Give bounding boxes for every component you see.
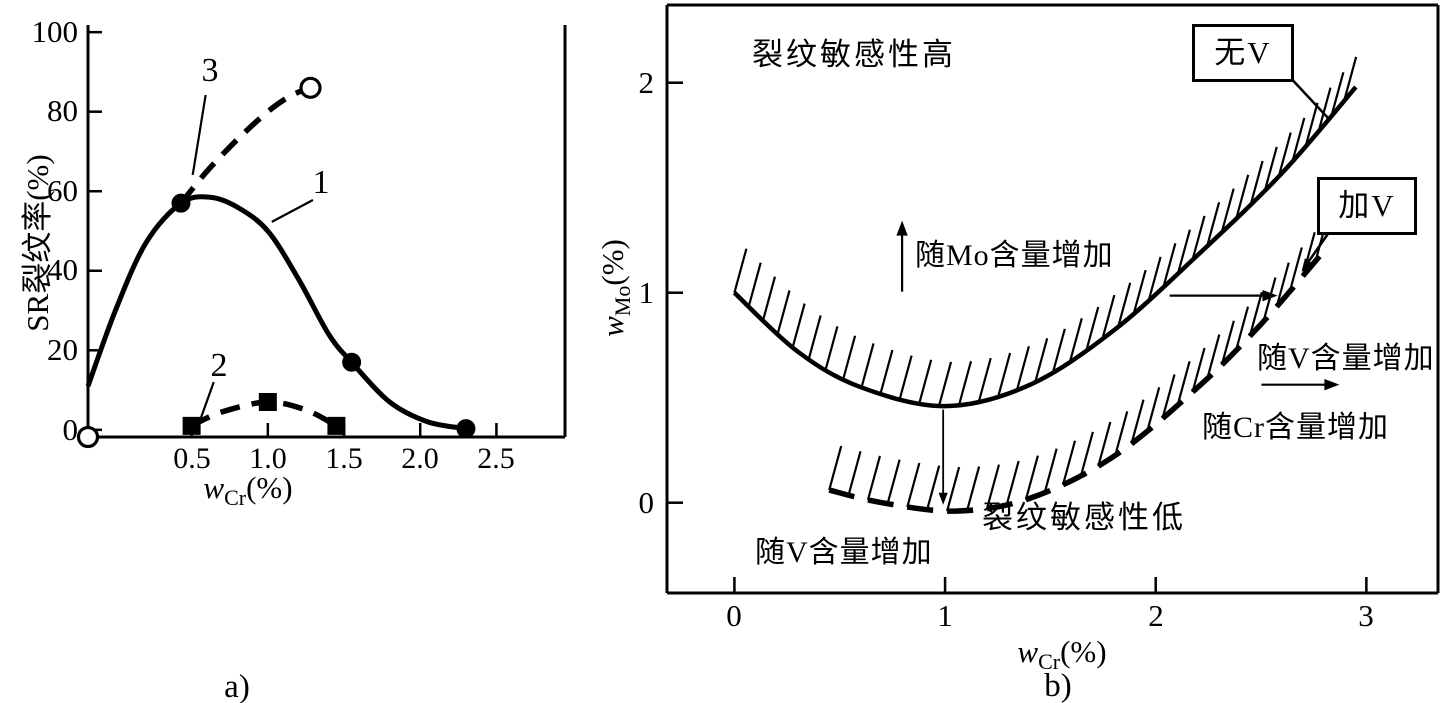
chart-a-y-tick-60: 60 — [47, 173, 78, 208]
annotation-v-increase-right: 随V含量增加 — [1257, 342, 1435, 375]
chart-a-x-title-unit: (%) — [246, 470, 293, 505]
chart-b-x-title-sub: Cr — [1038, 649, 1061, 674]
chart-a-y-tick-20: 20 — [47, 332, 78, 367]
chart-a-x-tick-25: 2.5 — [477, 442, 515, 475]
chart-b-y-tick-0: 0 — [638, 485, 655, 520]
chart-a-x-title-sub: Cr — [224, 485, 247, 510]
chart-b-arrow-v-increase-right — [1261, 378, 1340, 391]
annotation-cr-increase: 随Cr含量增加 — [1202, 411, 1389, 444]
region-label-low-sensitivity: 裂纹敏感性低 — [982, 500, 1186, 535]
chart-b-x-axis-title: wCr(%) — [982, 634, 1142, 675]
annotation-v-increase-bottom: 随V含量增加 — [755, 536, 933, 569]
chart-a-y-tick-40: 40 — [47, 252, 78, 287]
annotation-mo-increase: 随Mo含量增加 — [915, 239, 1114, 272]
chart-a-y-axis-title: SR裂纹率(%) — [20, 154, 55, 332]
chart-b-caption: b) — [1044, 668, 1072, 703]
chart-b-x-title-unit: (%) — [1060, 634, 1107, 669]
chart-a-curve-2-label: 2 — [210, 347, 228, 384]
chart-a-x-title-var: w — [203, 470, 225, 505]
chart-a-x-tick-20: 2.0 — [401, 442, 439, 475]
chart-b-arrow-no-v-to-with-v-down — [938, 409, 948, 505]
chart-a-x-tick-15: 1.5 — [325, 442, 363, 475]
chart-a-caption: a) — [224, 669, 250, 703]
chart-a-leader-line — [271, 199, 314, 223]
legend-box-with-v: 加V — [1317, 177, 1417, 235]
chart-b-x-tick-0: 0 — [726, 598, 742, 633]
chart-b-curve-no-v — [732, 56, 1358, 409]
chart-a-y-tick-0: 0 — [62, 412, 79, 447]
chart-a-leader-line — [199, 381, 215, 420]
chart-a-curve-1 — [85, 194, 467, 432]
region-label-high-sensitivity: 裂纹敏感性高 — [752, 37, 956, 72]
chart-a-x-tick-05: 0.5 — [173, 442, 211, 475]
chart-b-y-tick-2: 2 — [638, 65, 655, 100]
chart-a-x-axis-title: wCr(%) — [168, 470, 328, 511]
chart-b-y-tick-1: 1 — [638, 275, 655, 310]
chart-a-x-tick-10: 1.0 — [249, 442, 287, 475]
chart-b-axes — [665, 3, 1440, 595]
chart-b-arrow-mo-increase-up — [896, 220, 908, 292]
chart-b-x-tick-2: 2 — [1148, 598, 1164, 633]
chart-a-y-tick-80: 80 — [47, 93, 78, 128]
chart-a-leader-line — [191, 94, 207, 176]
chart-b-x-title-var: w — [1017, 634, 1039, 669]
chart-a-curve-3 — [178, 85, 312, 205]
chart-b-arrow-v-shift-right — [1169, 289, 1278, 302]
chart-b-curve-with-v — [828, 216, 1329, 514]
legend-box-no-v: 无V — [1192, 24, 1294, 82]
chart-a-y-tick-100: 100 — [31, 14, 79, 49]
chart-a — [76, 25, 567, 449]
chart-b-x-tick-3: 3 — [1358, 598, 1374, 633]
chart-b-x-tick-1: 1 — [937, 598, 953, 633]
chart-b-y-title-var: w — [595, 316, 630, 337]
chart-a-curve-1-label: 1 — [312, 164, 330, 201]
chart-b — [665, 3, 1440, 595]
chart-a-curve-3-label: 3 — [201, 52, 219, 89]
chart-a-axes — [86, 25, 567, 439]
chart-a-markers — [76, 76, 476, 449]
